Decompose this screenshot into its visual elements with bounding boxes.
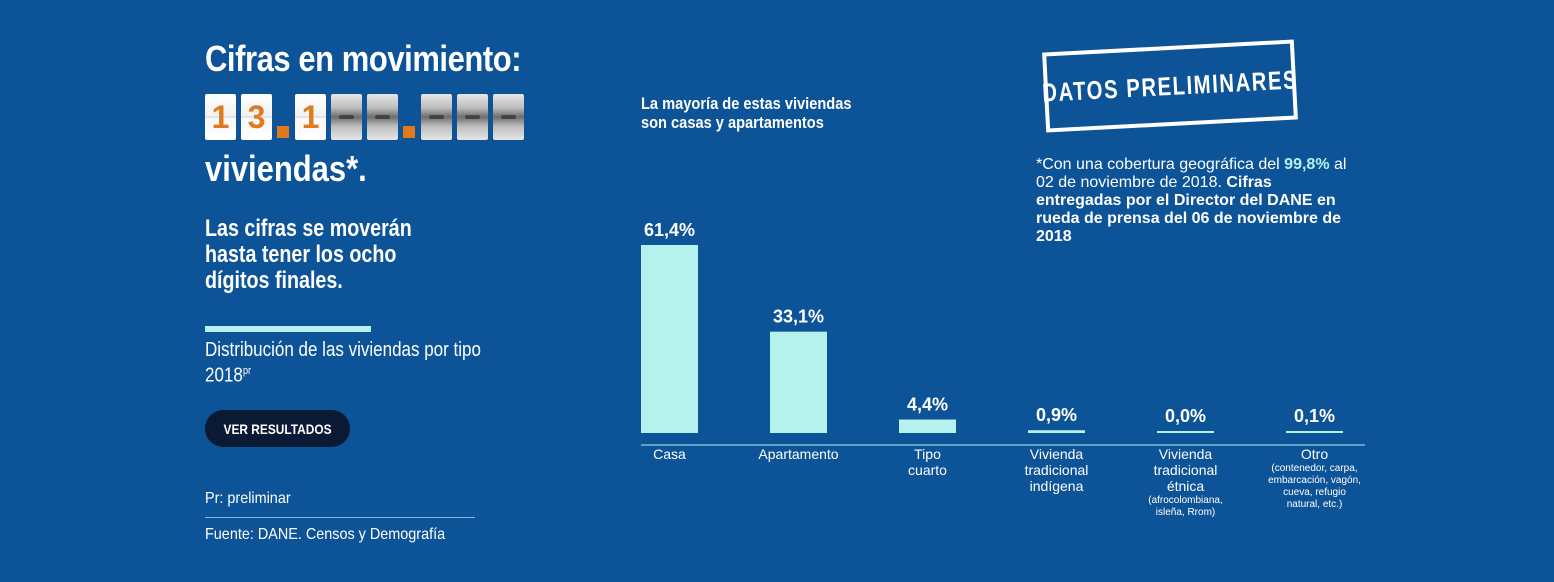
value-label: 4,4% (907, 395, 948, 415)
coverage-date: al 02 de noviembre de 2018. (1036, 156, 1347, 191)
category-label: tradicional (1025, 462, 1089, 478)
note-divider (205, 517, 475, 518)
bar-5 (1286, 431, 1343, 433)
category-label: Vivienda (1030, 446, 1084, 462)
coverage-prefix: *Con una cobertura geográfica del (1036, 156, 1280, 173)
value-label: 0,9% (1036, 405, 1077, 425)
counter-digit-rolling (421, 94, 452, 140)
subhead: Las cifras se moverán hasta tener los oc… (205, 215, 412, 294)
category-sublabel: natural, etc.) (1287, 499, 1343, 510)
bar-3 (1028, 430, 1085, 433)
category-sublabel: cueva, refugio (1283, 487, 1346, 498)
stamp-text: DATOS PRELIMINARES (1041, 63, 1299, 108)
counter-suffix: viviendas*. (205, 148, 367, 189)
value-label: 0,1% (1294, 406, 1335, 426)
chart-title: La mayoría de estas viviendas son casas … (641, 94, 852, 132)
counter-digit-rolling (457, 94, 488, 140)
counter-digit: 1 (295, 94, 326, 140)
category-label: indígena (1030, 478, 1084, 494)
note-source: Fuente: DANE. Censos y Demografía (205, 526, 446, 543)
counter-digit-rolling (331, 94, 362, 140)
category-sublabel: (contenedor, carpa, (1271, 463, 1357, 474)
counter-digit-rolling (493, 94, 524, 140)
category-sublabel: embarcación, vagón, (1268, 475, 1361, 486)
category-sublabel: isleña, Rrom) (1156, 507, 1215, 518)
category-label: Casa (653, 446, 686, 462)
category-label: Tipo (914, 446, 941, 462)
coverage-highlight: 99,8% (1284, 156, 1330, 173)
counter-separator (403, 126, 415, 138)
bar-0 (641, 245, 698, 433)
datos-preliminares-stamp: DATOS PRELIMINARES (1041, 39, 1299, 133)
headline: Cifras en movimiento: (205, 38, 522, 79)
value-label: 33,1% (773, 307, 824, 327)
ver-resultados-button[interactable]: VER RESULTADOS (205, 410, 350, 447)
bar-1 (770, 331, 827, 433)
note-preliminar: Pr: preliminar (205, 490, 291, 507)
category-label: Apartamento (758, 446, 838, 462)
category-label: Otro (1301, 446, 1328, 462)
bar-4 (1157, 431, 1214, 433)
category-label: cuarto (908, 462, 947, 478)
distribution-title-text: Distribución de las viviendas por tipo 2… (205, 339, 481, 387)
counter-digit: 1 (205, 94, 236, 140)
accent-divider (205, 326, 371, 332)
coverage-bold: Cifras entregadas por el Director del DA… (1036, 174, 1341, 245)
category-label: Vivienda (1159, 446, 1213, 462)
category-sublabel: (afrocolombiana, (1148, 495, 1222, 506)
category-label: tradicional (1154, 462, 1218, 478)
category-label: étnica (1167, 478, 1205, 494)
counter-digit-rolling (367, 94, 398, 140)
value-label: 61,4% (644, 220, 695, 240)
distribution-title-sup: pr (242, 365, 252, 377)
counter-digit: 3 (241, 94, 272, 140)
value-label: 0,0% (1165, 406, 1206, 426)
counter-separator (277, 126, 289, 138)
coverage-note: *Con una cobertura geográfica del 99,8% … (1036, 156, 1356, 246)
bar-2 (899, 419, 956, 433)
ver-resultados-label: VER RESULTADOS (223, 420, 332, 437)
distribution-title: Distribución de las viviendas por tipo 2… (205, 340, 486, 387)
